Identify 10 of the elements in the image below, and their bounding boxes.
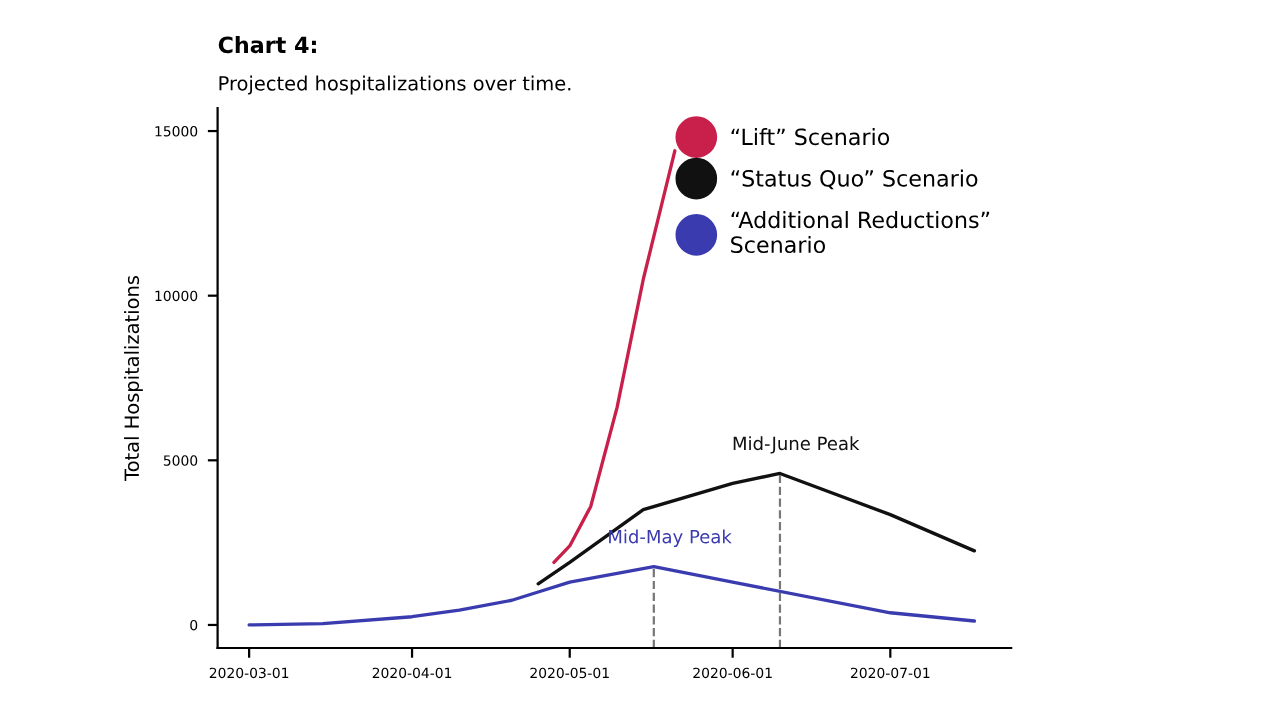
y-axis-title: Total Hospitalizations [124, 276, 143, 481]
annotation: Mid-June Peak [733, 436, 860, 454]
chart-subtitle: Projected hospitalizations over time. [219, 75, 571, 95]
line-series [536, 471, 977, 586]
legend-label: “Status Quo” Scenario [731, 169, 978, 190]
legend-label: “Additional Reductions” Scenario [731, 211, 990, 254]
annotation: Mid-May Peak [609, 529, 732, 547]
chart-title: Chart 4: [218, 36, 316, 54]
legend-label: “Lift” Scenario [731, 128, 890, 146]
line-series [247, 565, 977, 627]
